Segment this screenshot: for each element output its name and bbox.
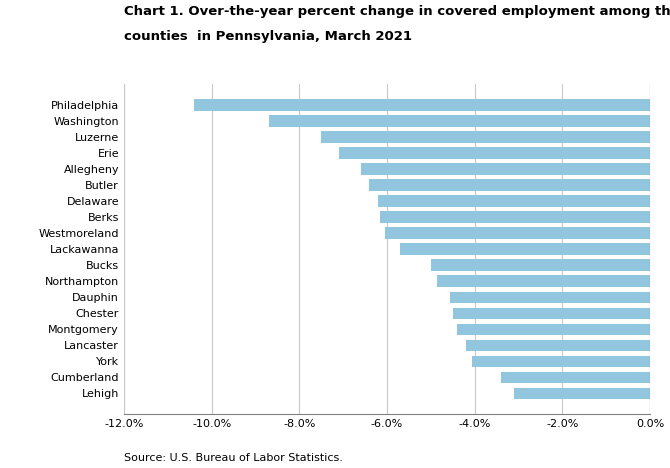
Bar [453, 307, 650, 319]
Bar [385, 227, 650, 239]
Bar [457, 323, 650, 335]
Bar [269, 115, 650, 127]
Bar [400, 243, 650, 255]
Bar [378, 195, 650, 207]
Bar [450, 292, 650, 303]
Bar [472, 356, 650, 367]
Bar [466, 340, 650, 351]
Bar [360, 163, 650, 175]
Bar [194, 99, 650, 111]
Bar [339, 147, 650, 159]
Text: Source: U.S. Bureau of Labor Statistics.: Source: U.S. Bureau of Labor Statistics. [124, 453, 343, 463]
Text: Chart 1. Over-the-year percent change in covered employment among the largest: Chart 1. Over-the-year percent change in… [124, 5, 670, 18]
Bar [501, 372, 650, 383]
Bar [381, 212, 650, 223]
Bar [369, 179, 650, 191]
Text: counties  in Pennsylvania, March 2021: counties in Pennsylvania, March 2021 [124, 30, 412, 44]
Bar [431, 259, 650, 271]
Bar [438, 276, 650, 287]
Bar [514, 388, 650, 399]
Bar [321, 132, 650, 143]
